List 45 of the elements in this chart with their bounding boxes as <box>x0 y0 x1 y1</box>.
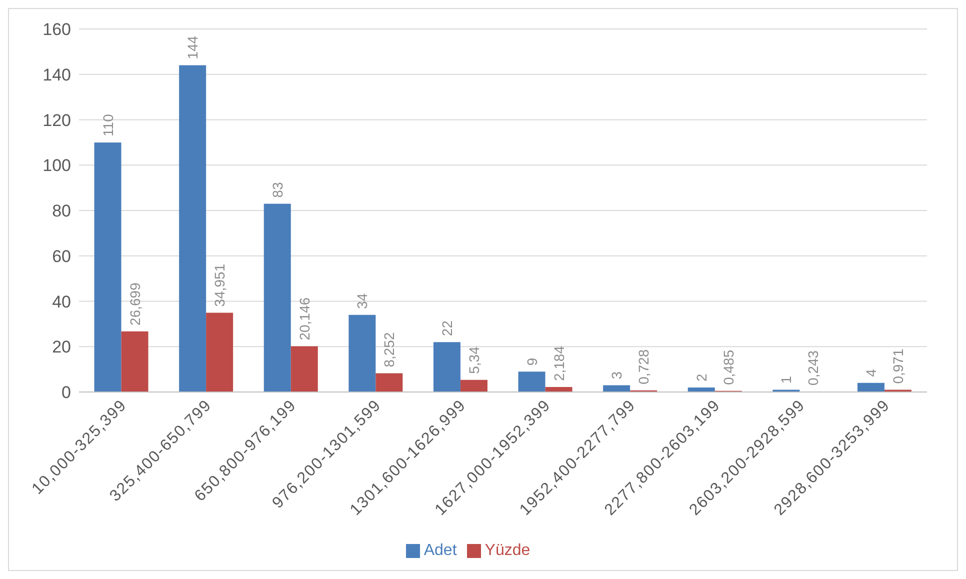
bar <box>179 65 206 392</box>
bar <box>376 373 403 392</box>
data-label: 22 <box>438 320 455 336</box>
y-tick-label: 80 <box>52 202 71 221</box>
data-label: 2 <box>693 373 710 382</box>
bar <box>433 342 460 392</box>
data-label: 0,243 <box>805 350 822 386</box>
legend-label: Yüzde <box>484 542 530 559</box>
y-tick-label: 40 <box>52 292 71 312</box>
data-label: 144 <box>184 36 201 60</box>
bar <box>121 331 148 392</box>
y-tick-label: 60 <box>52 246 71 266</box>
data-label: 9 <box>524 358 540 366</box>
bar <box>603 385 630 392</box>
data-label: 1 <box>778 376 794 384</box>
data-label: 110 <box>100 114 116 136</box>
bar <box>264 204 291 392</box>
data-label: 2,184 <box>550 346 567 382</box>
data-label: 34 <box>354 293 370 309</box>
bar <box>348 314 376 392</box>
bar <box>857 382 884 392</box>
data-label: 0,485 <box>720 350 736 385</box>
data-label: 20,146 <box>296 297 312 340</box>
data-label: 34,951 <box>212 264 228 307</box>
data-label: 0,728 <box>636 349 652 384</box>
data-label: 4 <box>862 368 879 377</box>
legend-label: Adet <box>424 542 457 559</box>
bar <box>206 312 234 392</box>
y-tick-label: 160 <box>42 20 71 40</box>
bar <box>460 380 488 392</box>
data-label: 3 <box>608 371 625 380</box>
data-label: 0,971 <box>890 348 906 384</box>
data-label: 8,252 <box>381 332 398 368</box>
data-label: 5,34 <box>466 346 482 374</box>
y-tick-label: 0 <box>62 383 71 402</box>
y-tick-label: 140 <box>42 65 71 84</box>
data-label: 83 <box>269 182 286 198</box>
bar <box>518 372 546 392</box>
bar <box>94 142 122 392</box>
data-label: 26,699 <box>126 282 143 326</box>
bar <box>545 387 572 392</box>
y-tick-label: 20 <box>52 338 71 357</box>
bar <box>290 346 318 392</box>
y-tick-label: 120 <box>42 110 71 130</box>
y-tick-label: 100 <box>42 156 71 176</box>
